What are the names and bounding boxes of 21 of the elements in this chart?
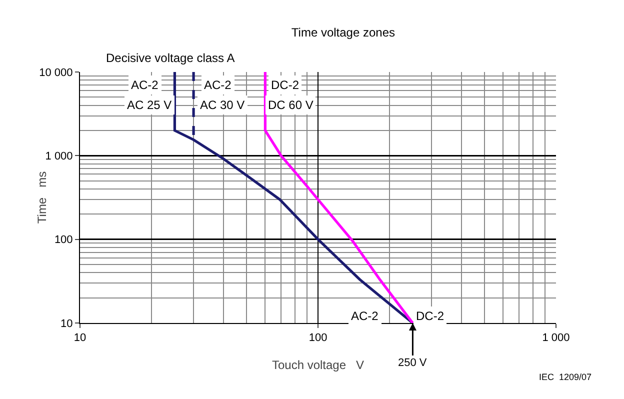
annotation: AC 30 V [200,98,245,112]
annotation: AC 25 V [127,98,172,112]
x-axis-title: Touch voltage V [272,358,364,372]
y-tick-label: 10 000 [39,66,73,79]
chart-subtitle: Decisive voltage class A [106,51,235,65]
chart-title: Time voltage zones [291,25,396,40]
annotation: AC-2 [204,78,232,92]
y-tick-label: 1 000 [45,150,73,163]
y-tick-label: 10 [60,318,73,330]
x-tick-label: 10 [74,332,86,344]
x-tick-label: 1 000 [542,332,570,344]
x-tick-label: 100 [308,332,328,344]
text: IEC 1209/07 [539,372,592,382]
annotation: 250 V [398,357,428,369]
y-tick-label: 100 [54,234,73,246]
annotation: DC-2 [271,78,300,92]
y-axis-title: Time ms [35,171,49,224]
annotation: AC-2 [131,78,159,92]
annotation: DC 60 V [268,98,314,112]
annotation: DC-2 [416,309,444,323]
annotation: AC-2 [351,309,379,323]
